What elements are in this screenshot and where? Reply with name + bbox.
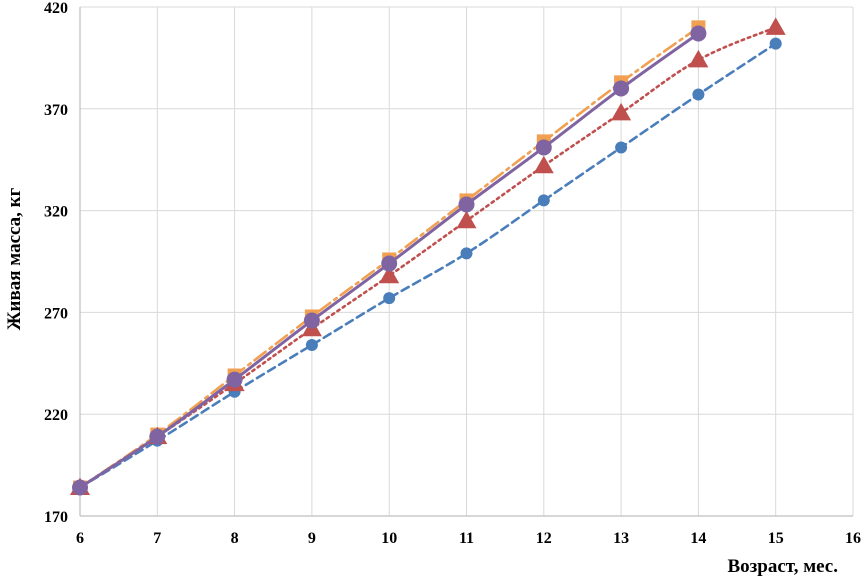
x-tick-label: 13	[613, 530, 629, 547]
series-line	[78, 42, 777, 489]
x-tick-label: 7	[153, 530, 161, 547]
x-tick-label: 16	[845, 530, 861, 547]
y-tick-label: 320	[44, 204, 68, 221]
data-point	[535, 139, 552, 156]
y-tick-label: 420	[44, 0, 68, 17]
x-tick-label: 11	[459, 530, 474, 547]
data-point	[769, 37, 782, 50]
x-tick-label: 10	[381, 530, 397, 547]
data-point	[226, 371, 243, 388]
x-tick-label: 9	[308, 530, 316, 547]
data-point	[72, 479, 88, 496]
series-4	[72, 25, 707, 496]
axes	[79, 7, 853, 517]
data-point	[458, 196, 475, 213]
data-point	[688, 49, 709, 68]
data-point	[381, 255, 398, 272]
data-point	[305, 338, 318, 351]
y-axis-title: Живая масса, кг	[4, 187, 25, 330]
grid	[80, 6, 854, 516]
data-point	[615, 141, 628, 154]
data-point	[460, 247, 473, 260]
data-point	[149, 428, 166, 445]
data-point	[303, 312, 320, 329]
data-point	[690, 25, 707, 42]
series-1	[74, 37, 782, 494]
x-tick-label: 14	[690, 530, 706, 547]
data-point	[533, 155, 554, 174]
data-point	[383, 292, 396, 305]
tick-labels: 6 7 8 9 10 11 12 13 14 15 16 170 220 270 320 370 420	[44, 0, 861, 547]
data-point	[379, 265, 400, 284]
x-axis-title: Возраст, мес.	[727, 556, 838, 577]
data-point	[613, 80, 630, 97]
y-tick-label: 170	[44, 509, 68, 526]
x-tick-label: 12	[536, 530, 552, 547]
y-tick-label: 370	[44, 102, 68, 119]
data-point	[692, 88, 705, 101]
x-tick-label: 8	[231, 530, 239, 547]
data-point	[611, 102, 632, 121]
data-point	[765, 17, 786, 35]
data-series	[70, 17, 786, 496]
x-tick-label: 15	[768, 530, 784, 547]
data-point	[456, 210, 477, 229]
y-tick-label: 220	[44, 407, 68, 424]
x-tick-label: 6	[76, 530, 84, 547]
data-point	[537, 194, 550, 207]
y-tick-label: 270	[44, 305, 68, 322]
